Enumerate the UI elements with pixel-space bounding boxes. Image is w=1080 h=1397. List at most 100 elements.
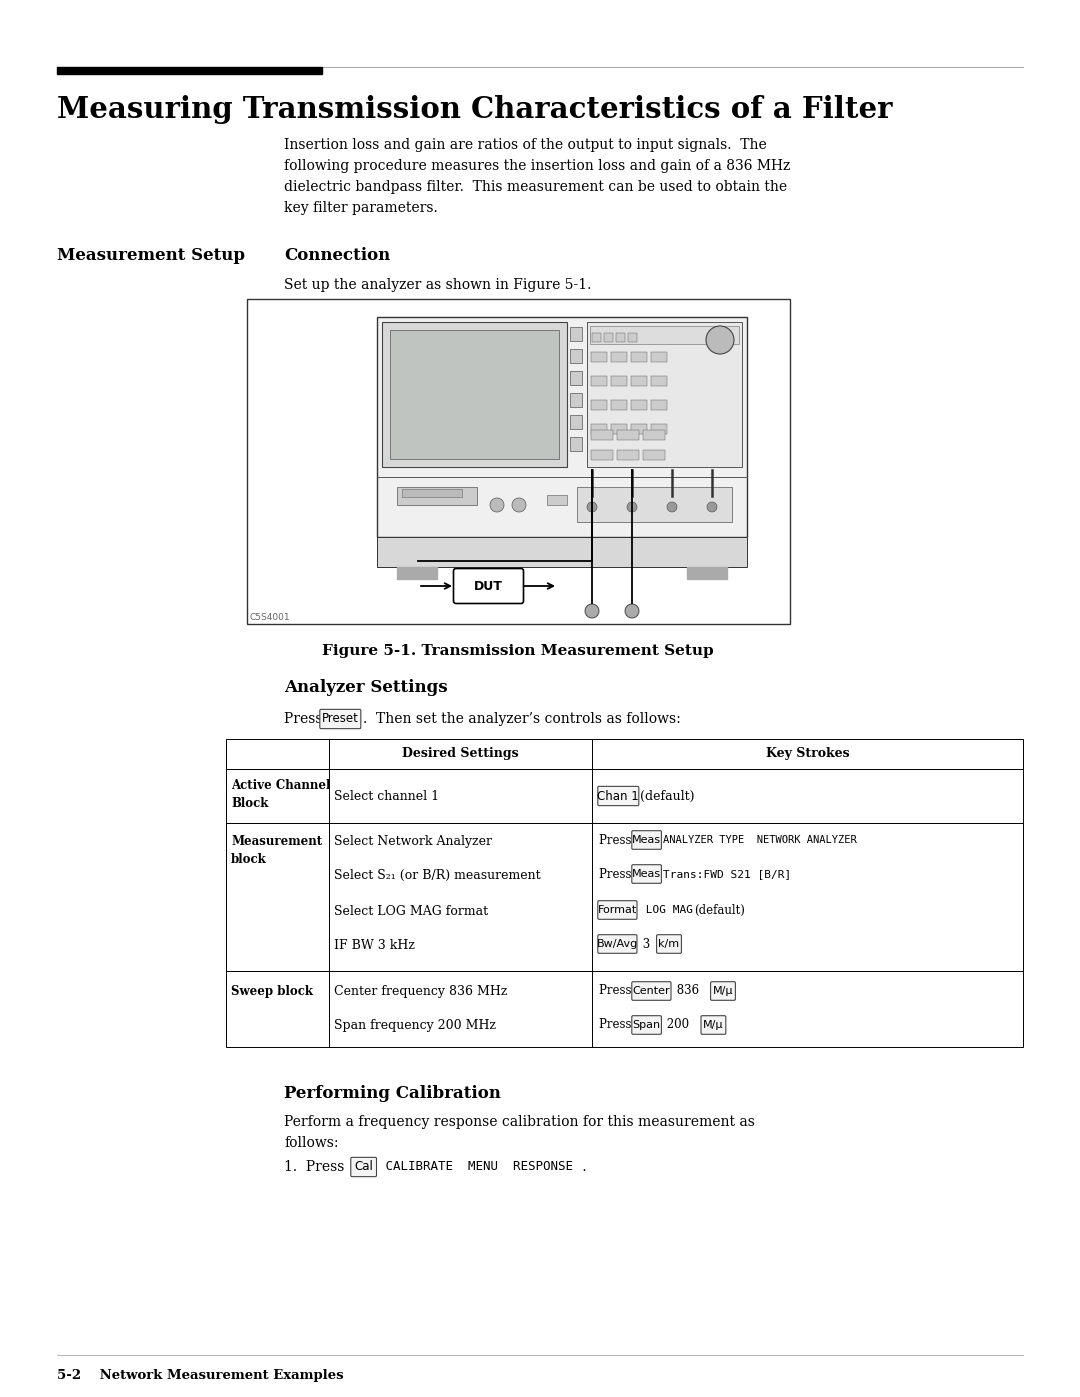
Bar — [226, 739, 329, 768]
Bar — [627, 332, 637, 342]
Text: Insertion loss and gain are ratios of the output to input signals.  The
followin: Insertion loss and gain are ratios of th… — [284, 138, 791, 215]
FancyBboxPatch shape — [598, 787, 638, 806]
Bar — [377, 317, 747, 536]
Bar — [588, 321, 742, 467]
FancyBboxPatch shape — [598, 935, 637, 953]
Bar — [329, 768, 592, 823]
FancyBboxPatch shape — [320, 710, 361, 729]
FancyBboxPatch shape — [701, 1016, 726, 1034]
Text: Span frequency 200 MHz: Span frequency 200 MHz — [334, 1018, 496, 1032]
FancyBboxPatch shape — [598, 901, 637, 919]
Text: Cal: Cal — [354, 1161, 373, 1173]
Text: Meas: Meas — [632, 835, 661, 845]
Bar — [651, 425, 667, 434]
Text: Figure 5-1. Transmission Measurement Setup: Figure 5-1. Transmission Measurement Set… — [322, 644, 714, 658]
Bar — [592, 971, 1023, 1046]
Text: ANALYZER TYPE  NETWORK ANALYZER: ANALYZER TYPE NETWORK ANALYZER — [663, 835, 856, 845]
Text: Set up the analyzer as shown in Figure 5-1.: Set up the analyzer as shown in Figure 5… — [284, 278, 592, 292]
Bar — [570, 393, 582, 407]
Bar — [397, 488, 477, 504]
Text: Select LOG MAG format: Select LOG MAG format — [334, 905, 488, 918]
Bar — [651, 400, 667, 409]
Bar — [247, 299, 789, 624]
Circle shape — [625, 604, 639, 617]
Text: Performing Calibration: Performing Calibration — [284, 1085, 501, 1102]
Bar — [591, 352, 607, 362]
Text: (default): (default) — [693, 904, 745, 916]
Circle shape — [588, 502, 597, 511]
Text: Select S₂₁ (or B/R) measurement: Select S₂₁ (or B/R) measurement — [334, 869, 541, 882]
Text: Measurement
block: Measurement block — [231, 835, 322, 866]
Bar — [390, 330, 559, 460]
Text: 200: 200 — [663, 1018, 693, 1031]
Text: 1.  Press: 1. Press — [284, 1160, 349, 1173]
Text: Select channel 1: Select channel 1 — [334, 789, 440, 802]
Bar — [611, 352, 627, 362]
Bar — [592, 823, 1023, 971]
Text: M/μ: M/μ — [713, 986, 733, 996]
Bar — [570, 327, 582, 341]
FancyBboxPatch shape — [632, 1016, 661, 1034]
Bar — [591, 376, 607, 386]
Text: Center: Center — [633, 986, 671, 996]
Bar — [226, 823, 329, 971]
Bar — [592, 332, 600, 342]
Text: Bw/Avg: Bw/Avg — [597, 939, 638, 949]
FancyBboxPatch shape — [351, 1157, 377, 1176]
Bar — [611, 400, 627, 409]
Text: Measuring Transmission Characteristics of a Filter: Measuring Transmission Characteristics o… — [57, 95, 892, 124]
Bar — [570, 372, 582, 386]
Text: Press: Press — [599, 1018, 635, 1031]
Text: 836: 836 — [673, 985, 703, 997]
Text: Meas: Meas — [632, 869, 661, 879]
Bar — [546, 495, 567, 504]
Bar — [592, 768, 1023, 823]
Bar — [617, 450, 639, 460]
Bar — [643, 450, 665, 460]
Bar — [377, 536, 747, 567]
Text: Center frequency 836 MHz: Center frequency 836 MHz — [334, 985, 508, 997]
FancyBboxPatch shape — [632, 982, 671, 1000]
Bar — [631, 400, 647, 409]
Bar — [591, 425, 607, 434]
Text: Press: Press — [599, 834, 635, 847]
Circle shape — [512, 497, 526, 511]
Text: Trans:FWD S21 [B/R]: Trans:FWD S21 [B/R] — [663, 869, 792, 879]
Text: Press: Press — [599, 985, 635, 997]
Text: Perform a frequency response calibration for this measurement as
follows:: Perform a frequency response calibration… — [284, 1115, 755, 1150]
Circle shape — [706, 326, 734, 353]
Circle shape — [665, 496, 679, 510]
Bar — [631, 376, 647, 386]
Bar — [617, 430, 639, 440]
Text: Select Network Analyzer: Select Network Analyzer — [334, 835, 492, 848]
Bar — [570, 437, 582, 451]
Text: Span: Span — [633, 1020, 661, 1030]
Bar — [611, 376, 627, 386]
Text: .  Then set the analyzer’s controls as follows:: . Then set the analyzer’s controls as fo… — [363, 712, 680, 726]
Bar — [591, 430, 613, 440]
Bar — [329, 971, 592, 1046]
Bar — [397, 567, 437, 578]
Text: Active Channel
Block: Active Channel Block — [231, 780, 330, 810]
Bar — [329, 823, 592, 971]
Circle shape — [705, 496, 719, 510]
Text: Sweep block: Sweep block — [231, 985, 313, 997]
Text: Format: Format — [597, 905, 637, 915]
Circle shape — [490, 497, 504, 511]
Bar — [570, 349, 582, 363]
Bar — [631, 425, 647, 434]
FancyBboxPatch shape — [454, 569, 524, 604]
Bar — [651, 376, 667, 386]
Bar — [591, 400, 607, 409]
Text: M/μ: M/μ — [703, 1020, 724, 1030]
Text: Preset: Preset — [322, 712, 359, 725]
Bar — [57, 67, 322, 74]
FancyBboxPatch shape — [657, 935, 681, 953]
Text: (default): (default) — [639, 789, 694, 802]
Text: IF BW 3 kHz: IF BW 3 kHz — [334, 939, 415, 951]
FancyBboxPatch shape — [711, 982, 735, 1000]
Bar — [590, 326, 739, 344]
Text: Chan 1: Chan 1 — [597, 789, 639, 802]
Text: 3: 3 — [638, 937, 653, 950]
Text: CALIBRATE  MENU  RESPONSE: CALIBRATE MENU RESPONSE — [378, 1161, 573, 1173]
